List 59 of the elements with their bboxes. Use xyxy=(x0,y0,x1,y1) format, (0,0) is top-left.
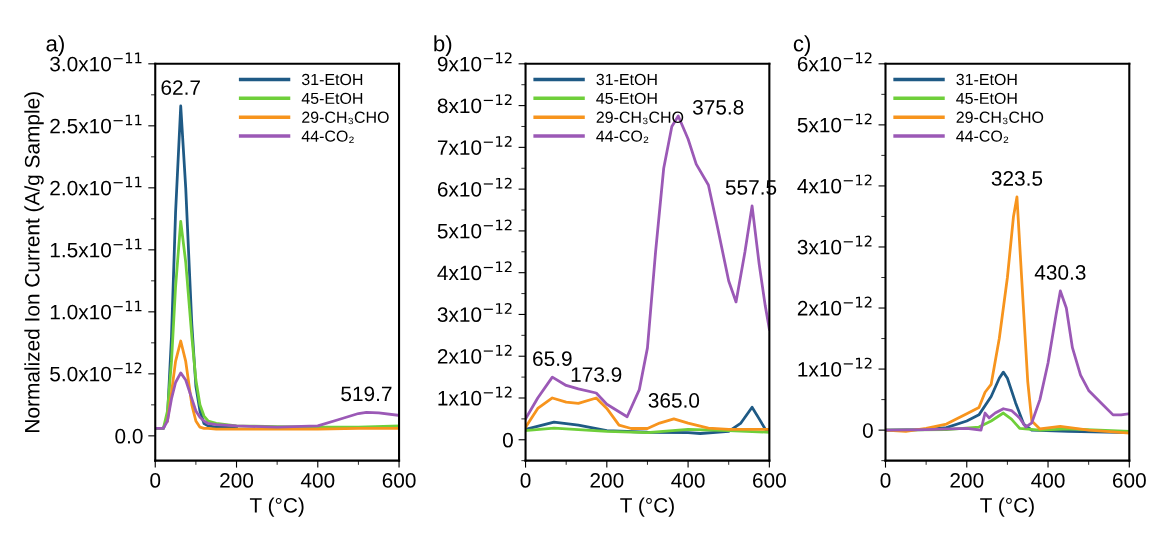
y-tick-label: 6x10$^{−12}$ xyxy=(437,177,512,197)
y-tick-label: 2x10$^{−12}$ xyxy=(437,344,512,364)
annotation: 323.5 xyxy=(991,171,1043,186)
legend-label: 44-CO₂ xyxy=(301,130,354,143)
legend-label: 31-EtOH xyxy=(596,73,657,86)
y-tick-label: 7x10$^{−12}$ xyxy=(437,135,512,155)
y-tick-label: 3x10$^{−12}$ xyxy=(797,235,872,255)
x-tick-label: 400 xyxy=(671,473,705,488)
annotation: 375.8 xyxy=(692,99,744,115)
x-tick-label: 200 xyxy=(950,473,984,488)
y-tick-label: 5x10$^{−12}$ xyxy=(437,219,512,239)
x-tick-label: 200 xyxy=(220,473,254,488)
chart-title: a) xyxy=(46,35,64,56)
y-tick-label: 5x10$^{−12}$ xyxy=(797,113,872,133)
x-tick-label: 600 xyxy=(753,473,786,488)
y-tick-label: 8x10$^{−12}$ xyxy=(437,94,512,114)
x-tick-label: 200 xyxy=(590,473,624,488)
legend-label: 29-CH₃CHO xyxy=(956,111,1044,125)
x-tick-label: 0 xyxy=(520,473,531,488)
y-tick-label: 2x10$^{−12}$ xyxy=(797,296,872,316)
x-tick-label: 0 xyxy=(880,473,891,488)
legend-label: 45-EtOH xyxy=(956,92,1017,105)
y-tick-label: 0 xyxy=(862,423,873,438)
legend-label: 31-EtOH xyxy=(301,73,363,86)
chart-title: b) xyxy=(434,35,452,56)
y-axis-title: Normalized Ion Current (A/g Sample) xyxy=(24,92,44,432)
annotation: 65.9 xyxy=(533,351,572,367)
y-tick-label: 2.5x10$^{−11}$ xyxy=(50,114,142,134)
x-tick-label: 600 xyxy=(1112,473,1146,488)
x-axis-title: T (°C) xyxy=(249,497,304,517)
x-tick-label: 400 xyxy=(300,473,335,488)
legend-label: 45-EtOH xyxy=(301,92,363,105)
x-tick-label: 400 xyxy=(1031,473,1065,488)
y-tick-label: 4x10$^{−12}$ xyxy=(797,174,872,194)
legend-label: 31-EtOH xyxy=(956,73,1017,86)
y-tick-label: 5.0x10$^{−12}$ xyxy=(50,362,142,382)
legend-label: 44-CO₂ xyxy=(596,130,649,143)
y-tick-label: 1x10$^{−12}$ xyxy=(438,386,512,406)
annotation: 173.9 xyxy=(571,367,622,382)
y-tick-label: 1x10$^{−12}$ xyxy=(798,357,872,377)
y-tick-label: 2.0x10$^{−11}$ xyxy=(50,176,142,196)
y-tick-label: 0.0 xyxy=(115,428,143,444)
legend-label: 44-CO₂ xyxy=(956,130,1009,143)
y-tick-label: 0 xyxy=(502,432,513,448)
y-tick-label: 4x10$^{−12}$ xyxy=(437,261,512,281)
chart-title: c) xyxy=(793,35,810,56)
annotation: 519.7 xyxy=(341,386,392,402)
legend-label: 45-EtOH xyxy=(596,92,657,105)
x-axis-title: T (°C) xyxy=(980,497,1034,517)
x-tick-label: 600 xyxy=(382,473,416,488)
y-tick-label: 1.5x10$^{−11}$ xyxy=(50,238,142,258)
x-axis-title: T (°C) xyxy=(620,497,674,517)
legend-label: 29-CH₃CHO xyxy=(302,111,389,125)
annotation: 365.0 xyxy=(648,393,700,408)
y-tick-label: 3x10$^{−12}$ xyxy=(437,303,512,323)
annotation: 430.3 xyxy=(1034,265,1086,280)
y-tick-label: 1.0x10$^{−11}$ xyxy=(50,300,142,320)
x-tick-label: 0 xyxy=(150,473,161,488)
annotation: 62.7 xyxy=(161,80,200,95)
